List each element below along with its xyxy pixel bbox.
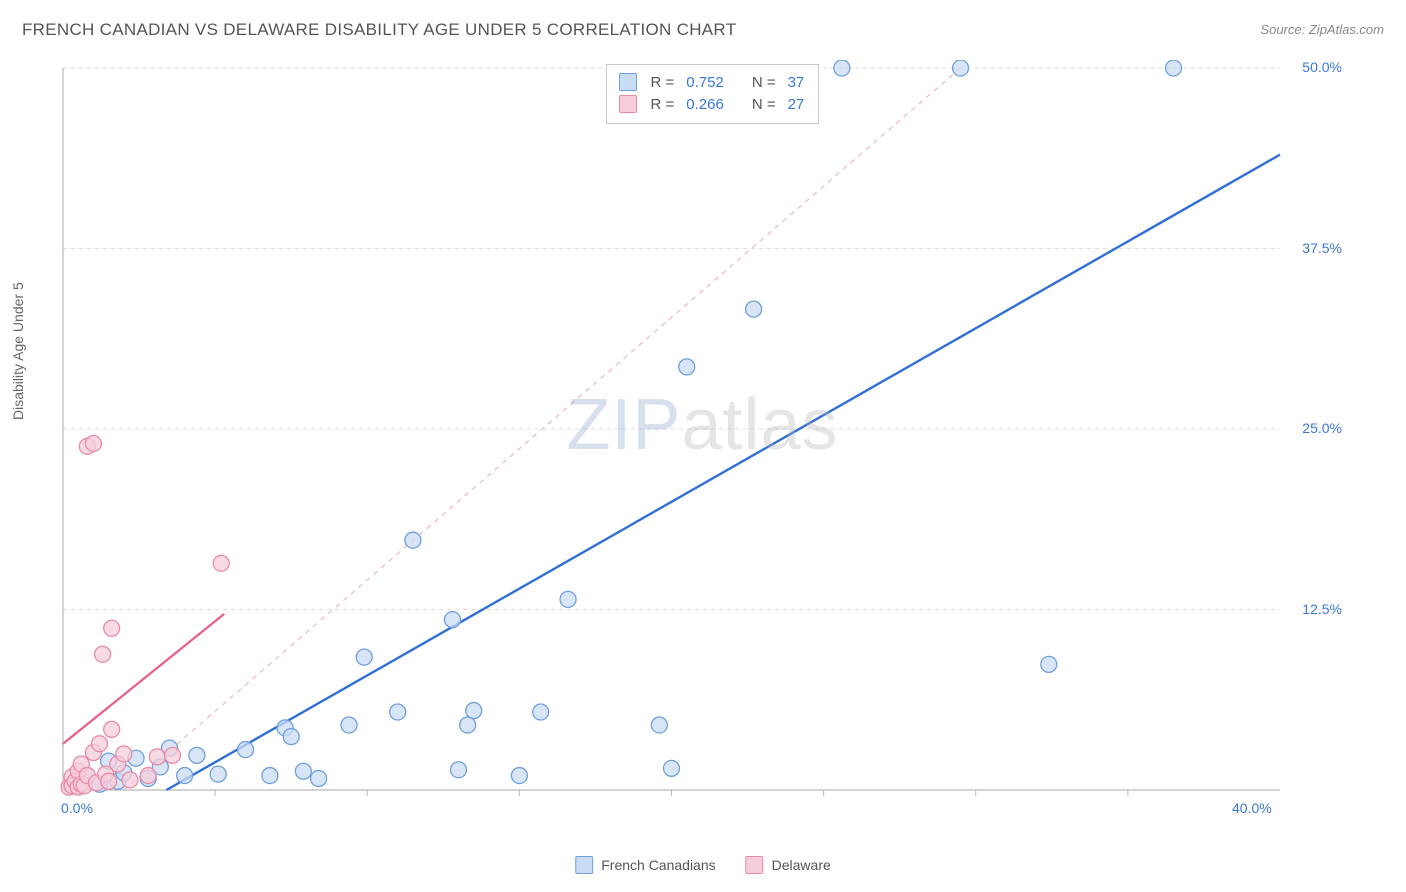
legend-item: Delaware	[746, 856, 831, 874]
corr-r-label: R =	[651, 74, 675, 91]
corr-r-value: 0.266	[686, 96, 724, 113]
x-tick-label: 40.0%	[1232, 800, 1272, 816]
correlation-legend-box: R = 0.752 N = 37 R = 0.266 N = 27	[606, 64, 820, 124]
y-tick-label: 37.5%	[1302, 240, 1342, 256]
legend-swatch	[746, 856, 764, 874]
y-tick-label: 50.0%	[1302, 59, 1342, 75]
y-tick-label: 25.0%	[1302, 420, 1342, 436]
source-label: Source:	[1260, 22, 1305, 37]
plot-area: ZIPatlas R = 0.752N = 37R = 0.266N = 27 …	[55, 60, 1350, 820]
source-value: ZipAtlas.com	[1309, 22, 1384, 37]
legend-bottom: French Canadians Delaware	[575, 856, 831, 874]
legend-label: French Canadians	[601, 857, 715, 873]
x-tick-label: 0.0%	[61, 800, 93, 816]
corr-swatch	[619, 95, 637, 113]
corr-r-label: R =	[651, 96, 675, 113]
scatter-chart-svg	[55, 60, 1350, 820]
corr-n-label: N =	[752, 96, 776, 113]
source-attribution: Source: ZipAtlas.com	[1260, 22, 1384, 37]
corr-row: R = 0.266 N = 27	[619, 93, 805, 115]
legend-item: French Canadians	[575, 856, 715, 874]
corr-n-label: N =	[752, 74, 776, 91]
corr-n-value: 27	[788, 96, 805, 113]
legend-label: Delaware	[772, 857, 831, 873]
corr-r-value: 0.752	[686, 74, 724, 91]
y-axis-title: Disability Age Under 5	[10, 282, 26, 420]
corr-swatch	[619, 73, 637, 91]
legend-swatch	[575, 856, 593, 874]
y-tick-label: 12.5%	[1302, 601, 1342, 617]
corr-row: R = 0.752 N = 37	[619, 71, 805, 93]
chart-title: FRENCH CANADIAN VS DELAWARE DISABILITY A…	[22, 20, 736, 40]
corr-n-value: 37	[788, 74, 805, 91]
chart-container: FRENCH CANADIAN VS DELAWARE DISABILITY A…	[0, 0, 1406, 892]
